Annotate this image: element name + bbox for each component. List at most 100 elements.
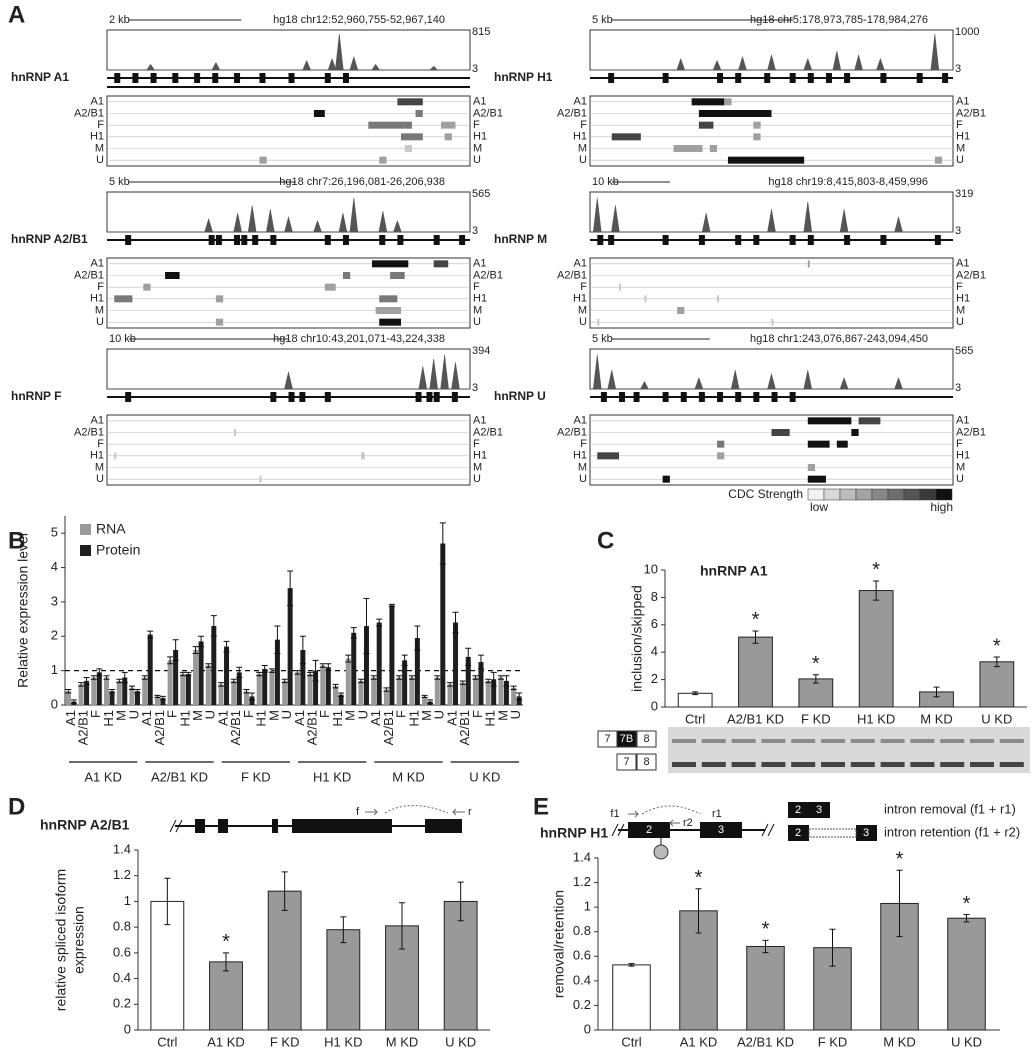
cdc-region [727,156,772,164]
bar [294,672,300,705]
bar [440,543,446,705]
scale-label: 5 kb [109,176,130,188]
cdc-region [379,318,402,326]
gel-band [701,739,726,743]
y-tick-label: 0 [651,698,658,713]
x-tick-label: U [203,710,218,719]
legend-swatch [80,524,91,535]
cdc-region [709,145,718,152]
bar [325,667,331,705]
track-max: 565 [472,188,490,200]
coords: hg18 chr1:243,076,867-243,094,450 [750,333,928,345]
row-label: F [97,281,104,293]
cdc-region [368,121,405,129]
legend-swatch [855,488,873,501]
row-label: A2/B1 [956,269,986,281]
error-bar [78,682,85,687]
row-label: H1 [473,450,487,462]
exon [425,819,462,833]
chart-title: hnRNP A1 [700,563,768,579]
exon [215,235,222,245]
bar [180,674,186,705]
bar [422,696,428,705]
x-tick-label: M KD [920,711,953,726]
exon [132,73,139,83]
legend-low: low [810,500,828,514]
error-bar [388,603,395,607]
error-bar [376,618,383,627]
exon-label: 7B [620,733,633,745]
exon [807,73,814,83]
row-label: A2/B1 [473,107,503,119]
y-tick-label: 0.2 [113,996,131,1011]
row-label: M [956,461,965,473]
row-label: F [473,438,480,450]
cdc-region [807,260,810,268]
exon-box [616,753,637,771]
bar [402,660,408,705]
y-tick-label: 0 [124,1021,131,1036]
significance: * [872,559,880,581]
exon [241,235,248,245]
cdc-region [143,283,151,291]
row-label: A2/B1 [74,426,104,438]
row-label: U [96,154,104,166]
error-bar [268,668,275,673]
row-label: U [579,473,587,485]
bar [269,670,275,705]
y-tick-label: 0.2 [573,997,591,1012]
cdc-box [589,95,954,167]
bar [147,634,153,705]
error-bar [103,675,110,680]
bar [231,680,237,705]
exon [809,802,830,818]
cdc-region [807,475,826,483]
exon [680,392,687,402]
bar [193,650,199,705]
row-label: F [580,438,587,450]
x-tick-label: A2/B1 [228,710,243,745]
group-label: U KD [469,769,500,784]
bar [249,696,255,705]
x-tick-label: A2/B1 [305,710,320,745]
x-tick-label: U [279,710,294,719]
row-label: M [578,142,587,154]
bar [267,890,302,1031]
bar [224,646,230,705]
x-tick-label: M [343,710,358,721]
bar [134,691,140,705]
error-bar [465,647,472,666]
coverage [107,354,470,390]
row-label: U [473,473,481,485]
row-label: H1 [473,131,487,143]
row-label: U [473,316,481,328]
y-tick-label: 4 [651,644,658,659]
bar [338,694,344,705]
row-label: A1 [91,415,104,427]
row-label: H1 [956,293,970,305]
cdc-region [444,133,452,141]
track-box [106,29,471,71]
exon [844,235,851,245]
x-tick-label: H1 [177,710,192,727]
x-tick-label: A2/B1 [381,710,396,745]
bar [78,684,84,705]
exon [324,392,331,402]
error-bar [128,685,135,691]
cdc-region [698,110,772,117]
error-bar [230,678,237,684]
row-label: U [579,316,587,328]
scale-label: 5 kb [592,14,613,26]
error-bar [332,683,339,689]
legend-swatch [80,545,91,556]
x-tick-label: A1 [215,710,230,726]
track-min: 3 [472,382,478,394]
error-bar [873,580,880,601]
bar [738,636,773,708]
x-tick-label: U [355,710,370,719]
x-tick-label: M KD [386,1034,419,1049]
coords: hg18 chr10:43,201,071-43,224,338 [273,333,445,345]
row-label: F [473,119,480,131]
exon [324,73,331,83]
gene-name: hnRNP M [494,232,547,246]
